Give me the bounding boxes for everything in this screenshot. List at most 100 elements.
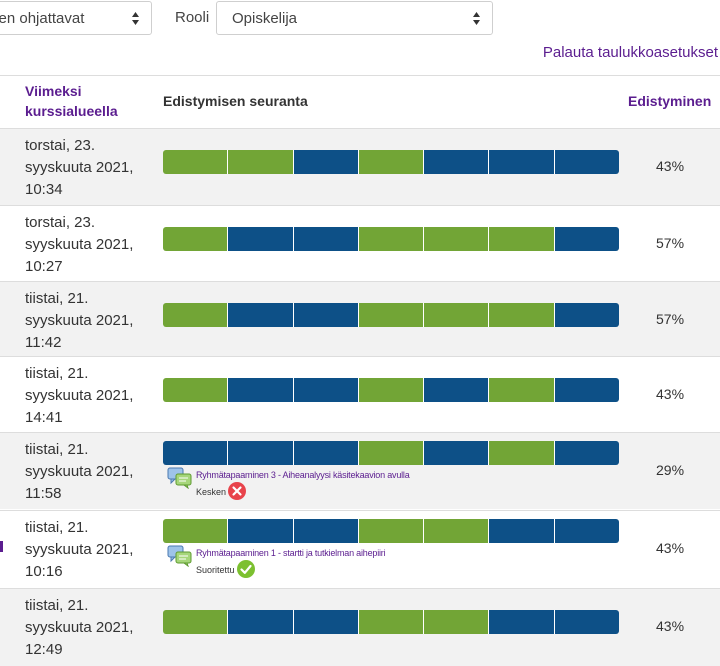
group-filter-select[interactable]: sen ohjattavat bbox=[0, 1, 152, 35]
table-row: tiistai, 21. syyskuuta 2021, 11:42 57% bbox=[0, 281, 720, 358]
progress-percentage: 57% bbox=[656, 311, 685, 327]
last-access-date-line: syyskuuta 2021, bbox=[25, 236, 134, 253]
last-access-date: tiistai, 21. syyskuuta 2021, 14:41 bbox=[25, 363, 150, 429]
role-label: Rooli bbox=[175, 9, 210, 26]
activity-tooltip: Ryhmätapaaminen 3 - Aiheanalyysi käsitek… bbox=[167, 467, 467, 503]
last-access-date: torstai, 23. syyskuuta 2021, 10:34 bbox=[25, 135, 150, 201]
activity-segment-incomplete[interactable] bbox=[227, 610, 293, 634]
activity-segment-incomplete[interactable] bbox=[488, 150, 554, 174]
row-edge-link-fragment[interactable] bbox=[0, 541, 3, 552]
last-access-date: tiistai, 21. syyskuuta 2021, 10:16 bbox=[25, 517, 150, 583]
last-access-date-line: torstai, 23. bbox=[25, 214, 96, 231]
progress-tracking-bar bbox=[163, 227, 619, 251]
activity-segment-complete[interactable] bbox=[163, 227, 228, 251]
last-access-date-line: 12:49 bbox=[25, 641, 63, 658]
activity-segment-incomplete[interactable] bbox=[292, 378, 358, 402]
activity-segment-complete[interactable] bbox=[163, 610, 228, 634]
last-access-date-line: 11:42 bbox=[25, 334, 62, 351]
activity-segment-complete[interactable] bbox=[163, 150, 228, 174]
last-access-date: torstai, 23. syyskuuta 2021, 10:27 bbox=[25, 212, 150, 278]
activity-segment-complete[interactable] bbox=[488, 227, 554, 251]
up-down-chevron-icon bbox=[132, 12, 139, 25]
activity-segment-incomplete[interactable] bbox=[553, 441, 619, 465]
last-access-date-line: 11:58 bbox=[25, 485, 62, 502]
activity-segment-incomplete[interactable] bbox=[292, 150, 358, 174]
activity-segment-incomplete[interactable] bbox=[292, 227, 358, 251]
activity-segment-incomplete[interactable] bbox=[553, 610, 619, 634]
last-access-date-line: 10:27 bbox=[25, 258, 63, 275]
activity-segment-complete[interactable] bbox=[357, 441, 424, 465]
activity-segment-complete[interactable] bbox=[163, 303, 228, 327]
progress-percentage: 43% bbox=[656, 618, 685, 634]
activity-segment-complete[interactable] bbox=[423, 227, 489, 251]
activity-segment-complete[interactable] bbox=[357, 150, 424, 174]
activity-segment-complete[interactable] bbox=[423, 519, 489, 543]
activity-segment-incomplete[interactable] bbox=[227, 227, 293, 251]
activity-segment-incomplete[interactable] bbox=[292, 441, 358, 465]
role-select[interactable]: Opiskelija bbox=[216, 1, 493, 35]
activity-segment-complete[interactable] bbox=[423, 303, 489, 327]
last-access-date-line: 14:41 bbox=[25, 409, 63, 426]
activity-segment-incomplete[interactable] bbox=[423, 441, 489, 465]
activity-segment-incomplete[interactable] bbox=[553, 519, 619, 543]
last-access-header-line1: Viimeksi bbox=[25, 83, 82, 99]
last-access-date-line: torstai, 23. bbox=[25, 137, 96, 154]
activity-segment-complete[interactable] bbox=[227, 150, 293, 174]
activity-segment-incomplete[interactable] bbox=[292, 610, 358, 634]
last-access-date: tiistai, 21. syyskuuta 2021, 12:49 bbox=[25, 595, 150, 661]
activity-segment-complete[interactable] bbox=[357, 303, 424, 327]
progress-tracking-bar bbox=[163, 610, 619, 634]
table-row: tiistai, 21. syyskuuta 2021, 10:16 Ryhmätap… bbox=[0, 510, 720, 587]
progress-percentage: 43% bbox=[656, 158, 685, 174]
last-access-date: tiistai, 21. syyskuuta 2021, 11:58 bbox=[25, 439, 150, 505]
activity-tooltip: Ryhmätapaaminen 1 - startti ja tutkielma… bbox=[167, 545, 467, 581]
last-access-column-header[interactable]: Viimeksi kurssialueella bbox=[25, 81, 118, 121]
last-access-date-line: syyskuuta 2021, bbox=[25, 387, 134, 404]
activity-segment-complete[interactable] bbox=[357, 610, 424, 634]
activity-segment-complete[interactable] bbox=[163, 378, 228, 402]
activity-segment-incomplete[interactable] bbox=[553, 303, 619, 327]
last-access-date: tiistai, 21. syyskuuta 2021, 11:42 bbox=[25, 288, 150, 354]
reset-table-preferences-link[interactable]: Palauta taulukkoasetukset bbox=[542, 44, 718, 61]
table-row: tiistai, 21. syyskuuta 2021, 11:58 Ryhmätap… bbox=[0, 432, 720, 509]
activity-segment-complete[interactable] bbox=[357, 227, 424, 251]
table-header-row: Viimeksi kurssialueella Edistymisen seur… bbox=[0, 75, 720, 128]
activity-segment-incomplete[interactable] bbox=[227, 378, 293, 402]
activity-segment-complete[interactable] bbox=[423, 610, 489, 634]
activity-segment-incomplete[interactable] bbox=[292, 519, 358, 543]
chat-bubbles-icon bbox=[167, 467, 192, 489]
activity-segment-incomplete[interactable] bbox=[488, 610, 554, 634]
green-check-circle-icon bbox=[237, 560, 255, 578]
last-access-date-line: syyskuuta 2021, bbox=[25, 619, 134, 636]
activity-segment-incomplete[interactable] bbox=[488, 519, 554, 543]
role-select-value: Opiskelija bbox=[232, 10, 298, 27]
chat-bubbles-icon bbox=[167, 545, 192, 567]
activity-segment-incomplete[interactable] bbox=[227, 441, 293, 465]
activity-segment-complete[interactable] bbox=[163, 519, 228, 543]
activity-segment-incomplete[interactable] bbox=[553, 378, 619, 402]
activity-segment-complete[interactable] bbox=[488, 303, 554, 327]
activity-segment-incomplete[interactable] bbox=[553, 227, 619, 251]
activity-segment-incomplete[interactable] bbox=[163, 441, 228, 465]
activity-segment-incomplete[interactable] bbox=[227, 519, 293, 543]
activity-segment-incomplete[interactable] bbox=[553, 150, 619, 174]
table-row: tiistai, 21. syyskuuta 2021, 14:41 43% bbox=[0, 356, 720, 433]
table-row: tiistai, 21. syyskuuta 2021, 12:49 43% bbox=[0, 588, 720, 666]
activity-name: Ryhmätapaaminen 3 - Aiheanalyysi käsitek… bbox=[196, 470, 410, 480]
activity-segment-complete[interactable] bbox=[357, 378, 424, 402]
activity-segment-incomplete[interactable] bbox=[227, 303, 293, 327]
activity-segment-incomplete[interactable] bbox=[292, 303, 358, 327]
progress-percentage: 43% bbox=[656, 540, 685, 556]
activity-segment-complete[interactable] bbox=[488, 441, 554, 465]
progress-column-header[interactable]: Edistyminen bbox=[628, 93, 712, 109]
activity-segment-complete[interactable] bbox=[357, 519, 424, 543]
activity-segment-complete[interactable] bbox=[488, 378, 554, 402]
activity-segment-incomplete[interactable] bbox=[423, 378, 489, 402]
activity-status: Suoritettu bbox=[196, 565, 235, 575]
activity-segment-incomplete[interactable] bbox=[423, 150, 489, 174]
progress-percentage: 57% bbox=[656, 235, 685, 251]
up-down-chevron-icon bbox=[473, 12, 480, 25]
progress-tracking-bar bbox=[163, 303, 619, 327]
last-access-date-line: tiistai, 21. bbox=[25, 290, 89, 307]
last-access-date-line: syyskuuta 2021, bbox=[25, 541, 134, 558]
